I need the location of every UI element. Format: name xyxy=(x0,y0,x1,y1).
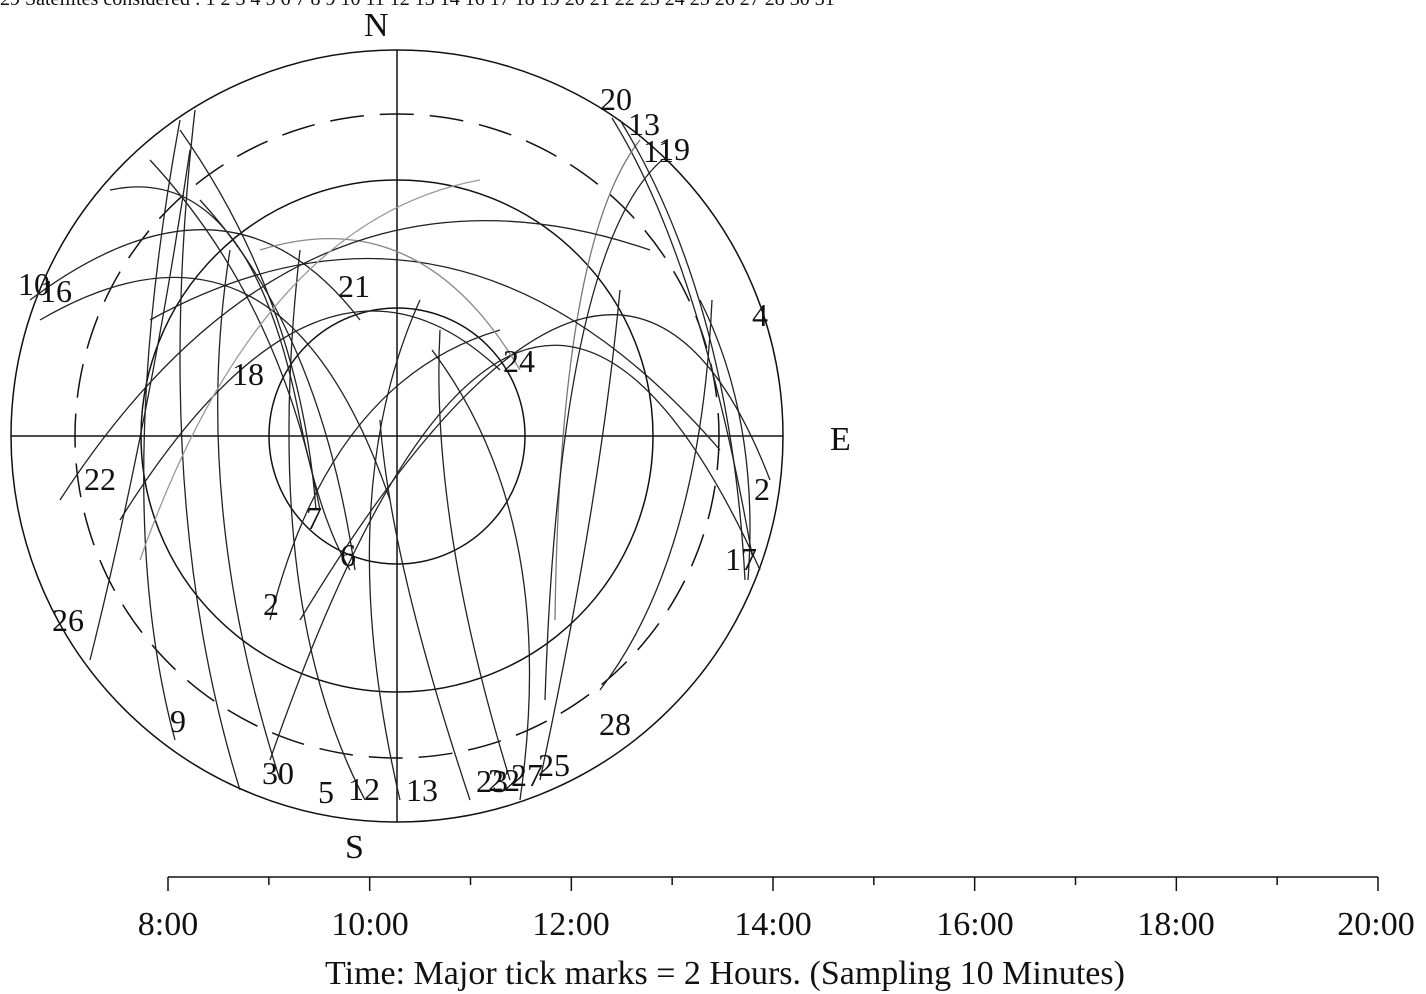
track-sat-13-south xyxy=(368,299,421,801)
track-sat-13-north xyxy=(611,117,753,556)
track-sat-7 xyxy=(179,129,317,511)
satellite-labels: 20 13 11 19 4 10 16 21 24 18 22 2 7 6 17… xyxy=(18,81,770,810)
sat-label: 11 xyxy=(643,133,674,169)
sat-label: 9 xyxy=(170,703,186,739)
track-sat-4-arc xyxy=(269,344,761,761)
track-sat-22 xyxy=(109,186,351,571)
track-sat-26 xyxy=(89,149,191,661)
time-tick-label: 16:00 xyxy=(936,906,1013,943)
track-sat-21-arc xyxy=(119,310,501,521)
track-sat-2-west xyxy=(269,329,501,621)
sat-label: 12 xyxy=(348,771,380,807)
sat-label: 16 xyxy=(40,273,72,309)
track-sat-2-east xyxy=(149,257,721,451)
track-sat-11 xyxy=(554,139,641,621)
time-axis: 8:00 10:00 12:00 14:00 16:00 18:00 20:00… xyxy=(138,876,1415,992)
sat-label: 26 xyxy=(52,602,84,638)
track-sat-17 xyxy=(699,299,751,581)
sat-label: 25 xyxy=(538,747,570,783)
track-sat-16 xyxy=(39,276,391,501)
track-sat-27 xyxy=(438,329,511,781)
track-sat-28 xyxy=(299,314,771,621)
sat-label: 7 xyxy=(306,500,322,536)
sat-label: 13 xyxy=(628,106,660,142)
time-axis-ticks xyxy=(167,877,1379,891)
time-tick-label: 20:00 xyxy=(1337,906,1414,943)
north-label: N xyxy=(364,7,389,44)
track-sat-18 xyxy=(149,159,321,511)
time-tick-label: 10:00 xyxy=(331,906,408,943)
time-tick-label: 18:00 xyxy=(1137,906,1214,943)
sat-label: 4 xyxy=(752,297,768,333)
track-sat-1 xyxy=(59,219,651,501)
sat-label: 27 xyxy=(511,757,543,793)
time-axis-title: Time: Major tick marks = 2 Hours. (Sampl… xyxy=(325,955,1125,992)
sat-label: 18 xyxy=(232,356,264,392)
sat-label: 22 xyxy=(488,762,520,798)
sat-label: 22 xyxy=(84,461,116,497)
track-sat-24 xyxy=(431,349,531,801)
sat-label: 5 xyxy=(318,774,334,810)
sat-label: 30 xyxy=(262,755,294,791)
time-tick-label: 8:00 xyxy=(138,906,198,943)
satellite-tracks xyxy=(29,109,771,801)
time-tick-label: 12:00 xyxy=(532,906,609,943)
track-sat-30 xyxy=(179,109,241,791)
sat-label: 10 xyxy=(18,266,50,302)
track-sat-14 xyxy=(139,179,481,561)
sat-label: 17 xyxy=(725,541,757,577)
track-sat-3 xyxy=(599,299,713,691)
sat-label: 28 xyxy=(599,706,631,742)
sat-label: 23 xyxy=(476,763,508,799)
sat-label: 13 xyxy=(406,772,438,808)
track-sat-6 xyxy=(199,199,356,571)
east-label: E xyxy=(830,421,851,458)
track-sat-9 xyxy=(143,119,181,741)
track-sat-31 xyxy=(259,238,521,371)
track-sat-12 xyxy=(288,249,366,801)
time-tick-label: 14:00 xyxy=(734,906,811,943)
sat-label: 21 xyxy=(338,268,370,304)
track-sat-10 xyxy=(29,229,361,321)
track-sat-20 xyxy=(619,119,746,581)
sat-label: 24 xyxy=(503,343,535,379)
sat-label: 19 xyxy=(658,131,690,167)
sat-label: 2 xyxy=(754,471,770,507)
sat-label: 2 xyxy=(263,586,279,622)
sat-label: 20 xyxy=(600,81,632,117)
track-sat-19 xyxy=(544,159,663,701)
track-sat-23 xyxy=(379,419,471,801)
south-label: S xyxy=(345,829,364,866)
satellites-considered-header: 29 Satellites considered : 1 2 3 4 5 6 7… xyxy=(0,0,835,11)
track-sat-5 xyxy=(217,249,281,781)
sat-label: 6 xyxy=(340,537,356,573)
